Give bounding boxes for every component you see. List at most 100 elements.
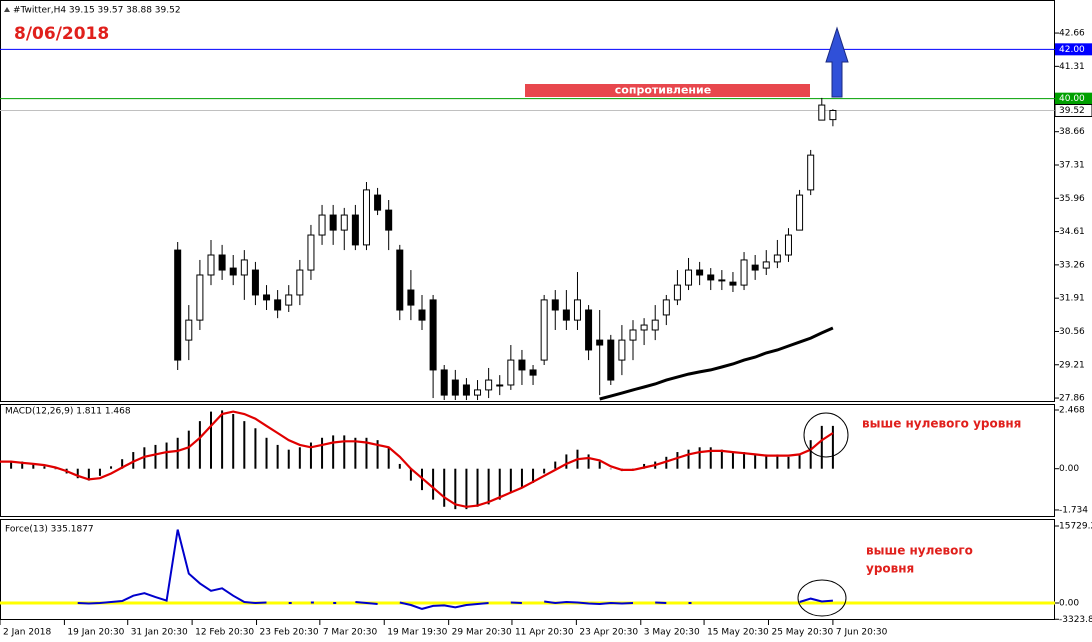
highlight-circle xyxy=(803,412,849,458)
macd-bar xyxy=(254,428,257,469)
macd-bar xyxy=(498,468,501,500)
x-tick-label: 15 May 20:30 xyxy=(707,628,769,638)
candle-body xyxy=(618,339,626,361)
candle-body xyxy=(340,214,348,231)
x-tick-label: 12 Feb 20:30 xyxy=(195,628,254,638)
macd-bar xyxy=(87,468,90,481)
macd-bar xyxy=(676,452,679,469)
macd-bar xyxy=(598,461,601,469)
y-tick-label: 0.00 xyxy=(1059,599,1079,609)
macd-bar xyxy=(487,468,490,505)
macd-bar xyxy=(698,447,701,469)
macd-bar xyxy=(121,459,124,469)
candle-body xyxy=(251,269,259,296)
macd-note: выше нулевого уровня xyxy=(862,417,1021,431)
x-tick-label: 3 May 20:30 xyxy=(644,628,700,638)
macd-title: MACD(12,26,9) 1.811 1.468 xyxy=(5,407,131,417)
macd-bar xyxy=(509,468,512,493)
macd-bar xyxy=(321,437,324,469)
macd-bar xyxy=(643,463,646,469)
candle-body xyxy=(462,384,470,396)
macd-bar xyxy=(265,437,268,469)
date-note: 8/06/2018 xyxy=(14,24,109,44)
candle-body xyxy=(573,299,581,321)
macd-bar xyxy=(76,468,79,479)
y-tick-label: 38.66 xyxy=(1059,127,1085,137)
y-tick-label: 31.91 xyxy=(1059,294,1085,304)
candle-body xyxy=(562,309,570,321)
candle-body xyxy=(707,274,715,281)
candle-body xyxy=(784,234,792,256)
candle-body xyxy=(385,209,393,231)
macd-bar xyxy=(765,454,768,469)
macd-bar xyxy=(743,452,746,469)
macd-bar xyxy=(0,461,1,469)
y-tick-label: 35.96 xyxy=(1059,194,1085,204)
level-box xyxy=(1055,92,1092,105)
macd-bar xyxy=(465,468,468,510)
resistance-box xyxy=(525,84,810,97)
candle-body xyxy=(318,214,326,236)
macd-bar xyxy=(298,447,301,469)
macd-bar xyxy=(98,468,101,476)
macd-bar xyxy=(776,454,779,469)
candle-body xyxy=(174,249,182,361)
macd-bar xyxy=(287,449,290,469)
price-panel xyxy=(0,0,1055,402)
macd-bar xyxy=(221,410,224,469)
macd-bar xyxy=(332,435,335,469)
macd-bar xyxy=(165,442,168,469)
resistance-label: сопротивление xyxy=(615,84,711,97)
candle-body xyxy=(640,324,648,331)
candle-body xyxy=(818,104,826,121)
y-tick-label: 15729.26 xyxy=(1059,522,1092,532)
candle-body xyxy=(651,319,659,331)
candle-body xyxy=(685,269,693,286)
macd-bar xyxy=(243,421,246,469)
y-tick-label: 2.468 xyxy=(1059,405,1085,415)
header-icon xyxy=(4,7,10,12)
candle-body xyxy=(496,384,504,387)
candle-body xyxy=(773,254,781,263)
y-tick-label: -1.734 xyxy=(1059,505,1088,515)
candle-body xyxy=(729,281,737,286)
macd-bar xyxy=(476,468,479,507)
candle-body xyxy=(274,299,282,311)
candle-body xyxy=(229,267,237,276)
macd-bar xyxy=(409,468,412,481)
candle-body xyxy=(718,279,726,282)
level-label: 40.00 xyxy=(1059,94,1085,104)
candle-body xyxy=(507,359,515,386)
macd-bar xyxy=(554,461,557,469)
candle-body xyxy=(296,269,304,296)
macd-bar xyxy=(809,440,812,469)
macd-bar xyxy=(587,454,590,469)
candle-body xyxy=(285,294,293,306)
macd-bar xyxy=(198,421,201,469)
y-tick-label: 33.26 xyxy=(1059,260,1085,270)
candle-body xyxy=(807,154,815,191)
x-tick-label: 11 Apr 20:30 xyxy=(515,628,574,638)
macd-signal xyxy=(0,410,834,508)
x-tick-label: 23 Apr 20:30 xyxy=(579,628,638,638)
macd-bar xyxy=(343,435,346,469)
macd-bar xyxy=(54,468,57,470)
candle-body xyxy=(185,319,193,341)
up-arrow xyxy=(825,26,849,98)
force-title: Force(13) 335.1877 xyxy=(5,525,94,535)
force-line xyxy=(77,529,833,610)
macd-bar xyxy=(543,468,546,474)
candle-body xyxy=(329,214,337,231)
candle-body xyxy=(485,379,493,391)
y-tick-label: 30.56 xyxy=(1059,327,1085,337)
candle-body xyxy=(518,359,526,371)
candle-body xyxy=(307,234,315,271)
macd-bar xyxy=(232,413,235,469)
macd-bar xyxy=(432,468,435,500)
candle-body xyxy=(662,299,670,316)
macd-bar xyxy=(276,444,279,469)
macd-bar xyxy=(532,468,535,483)
macd-bar xyxy=(720,449,723,469)
level-box xyxy=(1055,43,1092,56)
candle-body xyxy=(629,329,637,341)
